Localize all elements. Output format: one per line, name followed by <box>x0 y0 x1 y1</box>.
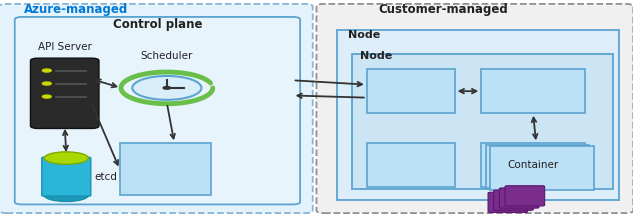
Text: etcd: etcd <box>94 172 118 182</box>
Text: Container: Container <box>508 160 559 170</box>
Bar <box>490 146 594 190</box>
FancyBboxPatch shape <box>0 4 313 213</box>
Bar <box>367 143 454 187</box>
Ellipse shape <box>44 152 88 164</box>
Ellipse shape <box>44 189 88 202</box>
Text: Node: Node <box>348 30 380 40</box>
Text: Controller
manager: Controller manager <box>139 158 191 180</box>
FancyBboxPatch shape <box>15 17 300 204</box>
FancyBboxPatch shape <box>316 4 633 213</box>
Circle shape <box>42 95 51 98</box>
FancyBboxPatch shape <box>494 190 534 210</box>
Text: Scheduler: Scheduler <box>141 51 193 61</box>
FancyBboxPatch shape <box>505 186 544 206</box>
Text: Control plane: Control plane <box>113 18 202 31</box>
Circle shape <box>163 87 171 89</box>
Bar <box>120 143 211 195</box>
Bar <box>337 30 620 200</box>
FancyBboxPatch shape <box>30 58 99 128</box>
FancyBboxPatch shape <box>499 188 539 208</box>
Text: Node: Node <box>360 51 392 61</box>
Bar <box>486 145 589 188</box>
Circle shape <box>42 69 51 72</box>
Circle shape <box>42 82 51 85</box>
Text: Azure-managed: Azure-managed <box>23 3 128 16</box>
Bar <box>353 54 613 189</box>
Bar <box>367 69 454 113</box>
Text: Customer-managed: Customer-managed <box>379 3 508 16</box>
FancyBboxPatch shape <box>488 192 528 212</box>
Bar <box>481 69 585 113</box>
Text: API Server: API Server <box>38 42 92 52</box>
FancyBboxPatch shape <box>42 157 91 196</box>
Circle shape <box>132 76 201 100</box>
Text: kubelet: kubelet <box>391 86 430 96</box>
Text: kube-proxy: kube-proxy <box>382 160 440 170</box>
Bar <box>481 143 585 187</box>
Text: Container
runtime: Container runtime <box>508 80 559 102</box>
